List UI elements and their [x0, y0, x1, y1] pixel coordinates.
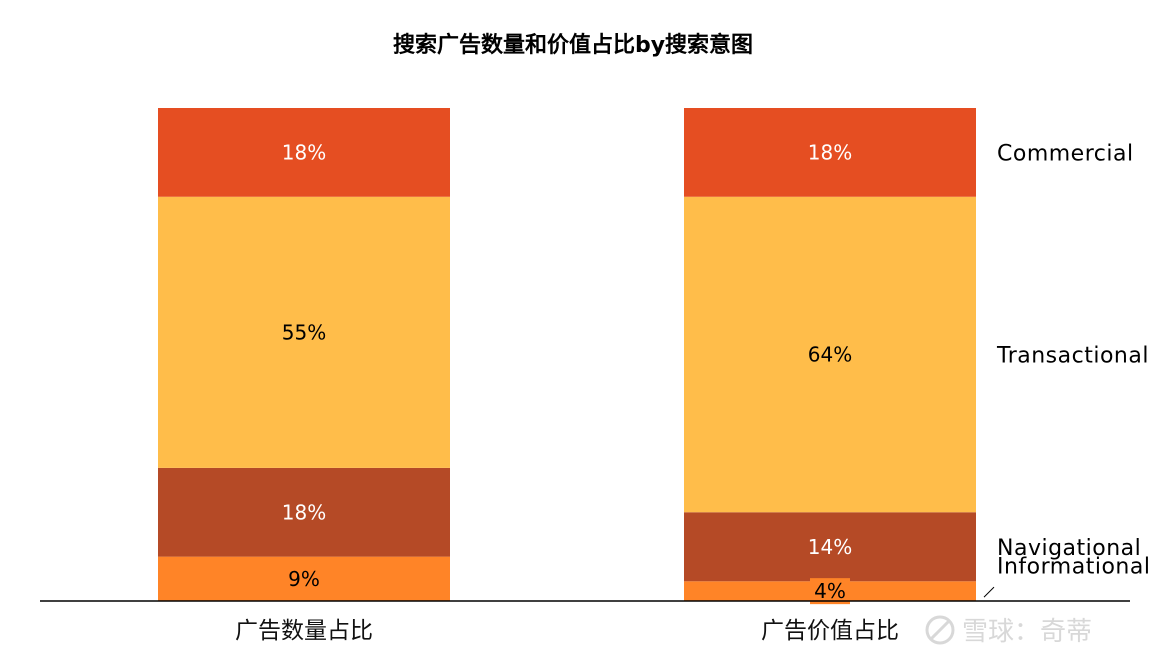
bar-segment-commercial-1 — [158, 108, 450, 197]
chart-title: 搜索广告数量和价值占比by搜索意图 — [393, 32, 753, 58]
bar-segment-transactional-1 — [158, 196, 450, 468]
data-label-navigational-2: 14% — [808, 535, 852, 559]
snowball-logo-icon — [925, 615, 955, 645]
category-label-2: 广告价值占比 — [761, 618, 899, 644]
data-label-informational-2: 4% — [814, 579, 846, 603]
category-label-1: 广告数量占比 — [235, 618, 373, 644]
legend-entry-informational: Informational — [997, 554, 1150, 579]
bar-segment-navigational-1 — [158, 467, 450, 557]
legend-entry-transactional: Transactional — [996, 344, 1149, 369]
data-label-navigational-1: 18% — [282, 500, 326, 524]
bar-segment-informational-1 — [158, 556, 450, 601]
bar-segment-transactional-2 — [684, 196, 976, 513]
bars — [158, 108, 976, 601]
category-labels: 广告数量占比 广告价值占比 — [235, 618, 899, 644]
watermark: 雪球：奇蒂 — [925, 615, 1092, 647]
data-label-commercial-1: 18% — [282, 140, 326, 164]
watermark-text: 雪球：奇蒂 — [962, 617, 1092, 647]
data-label-box — [810, 578, 850, 605]
legend-leader-line — [983, 586, 995, 598]
bar-segment-navigational-2 — [684, 512, 976, 582]
legend-entry-commercial: Commercial — [997, 141, 1134, 166]
data-label-transactional-1: 55% — [282, 320, 326, 344]
segment-labels: 9% 18% 55% 18% 4% 14% 64% 18% — [282, 140, 852, 605]
data-label-commercial-2: 18% — [808, 140, 852, 164]
data-label-informational-1: 9% — [288, 567, 320, 591]
bar-segment-commercial-2 — [684, 108, 976, 197]
legend-entry-navigational: Navigational — [997, 536, 1141, 561]
data-label-transactional-2: 64% — [808, 343, 852, 367]
